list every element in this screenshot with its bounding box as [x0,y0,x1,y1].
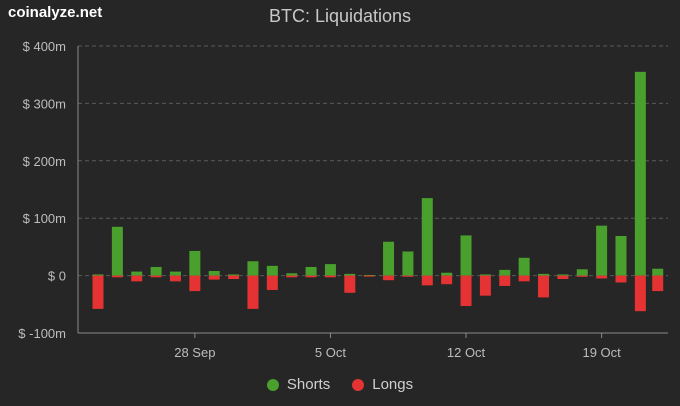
legend-item-shorts[interactable]: Shorts [266,376,331,393]
longs-bar [538,275,550,298]
shorts-bar [402,251,414,276]
longs-bar [615,275,627,283]
legend-item-longs[interactable]: Longs [352,376,413,393]
shorts-bar [421,198,433,276]
shorts-bar [189,250,201,276]
legend-label-longs: Longs [372,376,414,393]
longs-bar [324,275,336,278]
shorts-bar [363,275,375,277]
chart-title: BTC: Liquidations [268,6,412,26]
shorts-bar [150,266,162,276]
legend-label-shorts: Shorts [286,376,331,393]
longs-bar [344,275,356,293]
y-tick-label: $ 0 [48,269,66,284]
longs-bar [266,275,278,290]
longs-bar [169,275,181,282]
longs-bar [421,275,433,286]
shorts-bar [286,273,298,276]
longs-bar [479,275,491,296]
y-tick-label: $ 400m [23,39,66,54]
shorts-bar [111,226,123,276]
shorts-bar [208,271,220,276]
x-tick-label: 19 Oct [582,345,621,360]
brand-logo: coinalyze.net [8,4,103,21]
longs-bar [460,275,472,307]
longs-bar [441,275,453,285]
longs-bar [576,275,588,277]
shorts-bar [324,264,336,276]
longs-bar [634,275,646,312]
longs-bar [402,275,414,277]
longs-bar [286,275,298,278]
longs-bar [189,275,201,292]
longs-bar [247,275,259,309]
longs-bar [499,275,511,286]
longs-bar [111,275,123,278]
longs-bar [557,275,569,280]
shorts-bar [92,274,104,276]
longs-bar [596,275,608,279]
y-tick-label: $ 200m [23,154,66,169]
shorts-bar [518,257,530,276]
shorts-bar [169,271,181,276]
x-tick-label: 5 Oct [315,345,346,360]
longs-legend-marker [352,378,365,391]
longs-bar [305,275,317,278]
longs-bar [208,275,220,280]
chart-legend: Shorts Longs [0,376,680,393]
shorts-bar [557,274,569,276]
shorts-bar [247,261,259,276]
shorts-bar [131,271,143,276]
shorts-bar [383,241,395,276]
longs-bar [92,275,104,309]
liquidations-chart: $ 400m $ 300m $ 200m $ 100m $ 0 $ -100m 28 Sep… [18,39,668,360]
y-tick-label: $ -100m [18,326,66,341]
shorts-bar [499,269,511,276]
longs-bar [518,275,530,282]
longs-bar [383,275,395,281]
shorts-bar [634,71,646,276]
longs-bar [363,275,375,277]
y-tick-label: $ 300m [23,96,66,111]
shorts-bar [441,272,453,276]
longs-bar [150,275,162,278]
x-tick-label: 12 Oct [447,345,486,360]
shorts-bar [576,269,588,276]
shorts-legend-marker [266,378,279,391]
longs-bar [652,275,664,292]
shorts-bar [615,235,627,276]
shorts-bar [305,266,317,276]
longs-bar [228,275,240,280]
longs-bar [131,275,143,282]
x-tick-label: 28 Sep [174,345,215,360]
shorts-bar [460,235,472,276]
shorts-bar [538,273,550,276]
shorts-bar [652,268,664,276]
shorts-bar [266,265,278,276]
shorts-bar [596,225,608,276]
y-tick-label: $ 100m [23,211,66,226]
shorts-bar [344,273,356,276]
shorts-bar [228,274,240,276]
shorts-bar [479,274,491,276]
